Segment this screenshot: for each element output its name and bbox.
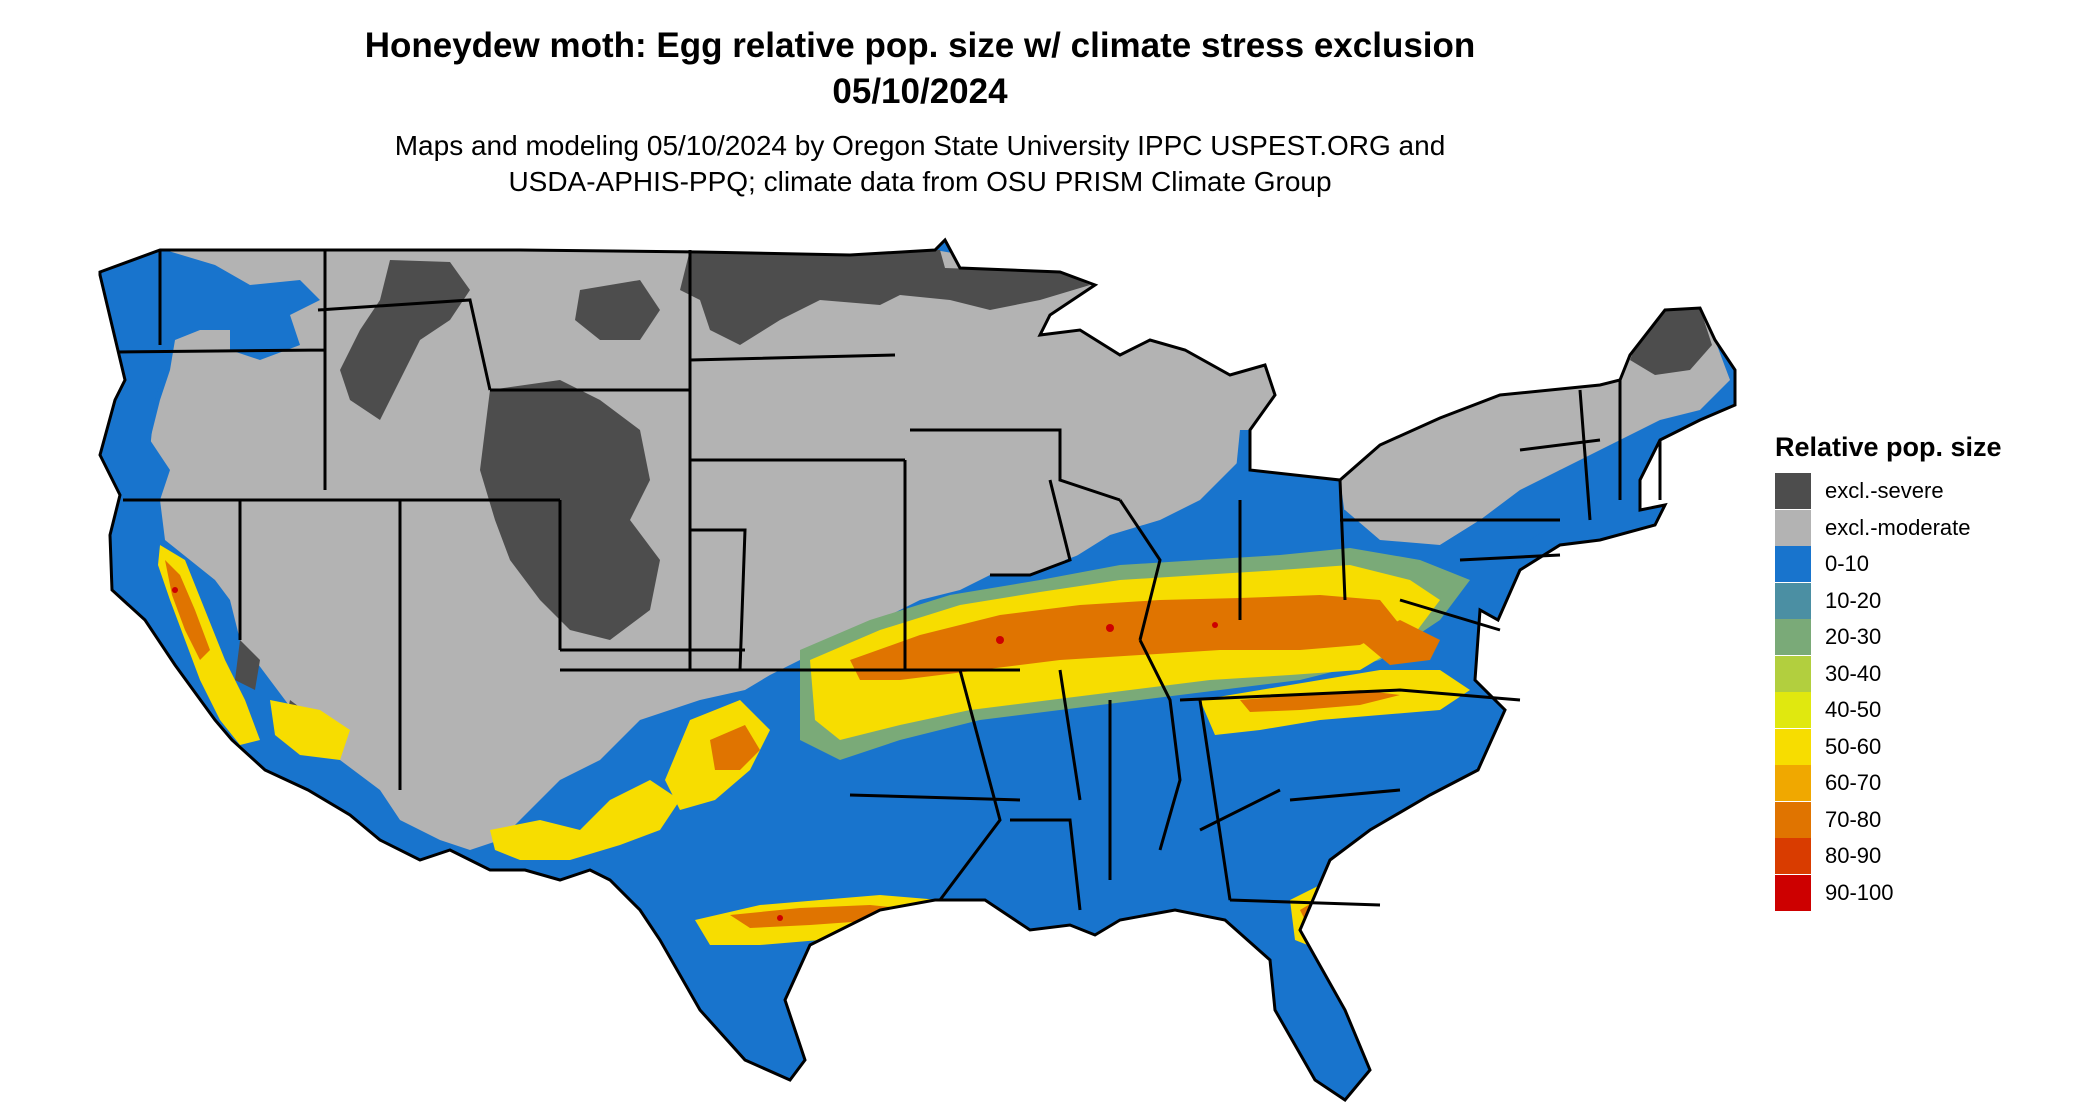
legend-item: 0-10 (1775, 546, 2002, 583)
legend-item: 10-20 (1775, 582, 2002, 620)
legend-items: excl.-severe excl.-moderate 0-10 10-20 20-30… (1775, 473, 2002, 911)
legend-item: 80-90 (1775, 838, 2002, 875)
legend-swatch (1775, 728, 1811, 765)
legend-label: 20-30 (1825, 624, 1882, 650)
legend-item: 40-50 (1775, 692, 2002, 729)
legend-swatch (1775, 619, 1811, 656)
legend-label: 10-20 (1825, 587, 1882, 613)
legend-label: excl.-moderate (1825, 514, 1971, 540)
legend-swatch (1775, 582, 1811, 619)
us-map (98, 238, 1737, 1102)
legend-label: 80-90 (1825, 843, 1882, 869)
legend-swatch (1775, 765, 1811, 802)
legend-item: 70-80 (1775, 801, 2002, 839)
legend-label: 40-50 (1825, 697, 1882, 723)
legend-label: 90-100 (1825, 879, 1894, 905)
map-legend: Relative pop. size excl.-severe excl.-mod… (1775, 432, 2002, 911)
legend-item: 90-100 (1775, 874, 2002, 912)
legend-label: 0-10 (1825, 551, 1870, 577)
credits-line-1: Maps and modeling 05/10/2024 by Oregon S… (394, 130, 1446, 161)
map-date: 05/10/2024 (832, 72, 1008, 111)
map-title: Honeydew moth: Egg relative pop. size w/… (364, 26, 1476, 65)
legend-swatch (1775, 546, 1811, 583)
legend-item: excl.-severe (1775, 473, 2002, 510)
legend-label: 70-80 (1825, 806, 1882, 832)
hotspot-markers (172, 587, 1218, 921)
legend-item: 20-30 (1775, 619, 2002, 656)
peak-population-band (165, 560, 1440, 930)
legend-swatch (1775, 874, 1811, 911)
legend-label: excl.-severe (1825, 478, 1944, 504)
legend-item: excl.-moderate (1775, 509, 2002, 547)
legend-item: 50-60 (1775, 728, 2002, 766)
legend-swatch (1775, 655, 1811, 692)
legend-label: 50-60 (1825, 733, 1882, 759)
legend-title: Relative pop. size (1775, 432, 2002, 462)
legend-item: 60-70 (1775, 765, 2002, 802)
legend-swatch (1775, 509, 1811, 546)
state-borders (117, 250, 1662, 911)
legend-swatch (1775, 692, 1811, 729)
moderate-exclusion-zone (150, 250, 1730, 850)
credits-line-2: USDA-APHIS-PPQ; climate data from OSU PR… (508, 166, 1332, 197)
legend-label: 60-70 (1825, 770, 1882, 796)
legend-item: 30-40 (1775, 655, 2002, 693)
legend-swatch (1775, 838, 1811, 875)
legend-label: 30-40 (1825, 660, 1882, 686)
legend-swatch (1775, 801, 1811, 838)
legend-swatch (1775, 473, 1811, 510)
